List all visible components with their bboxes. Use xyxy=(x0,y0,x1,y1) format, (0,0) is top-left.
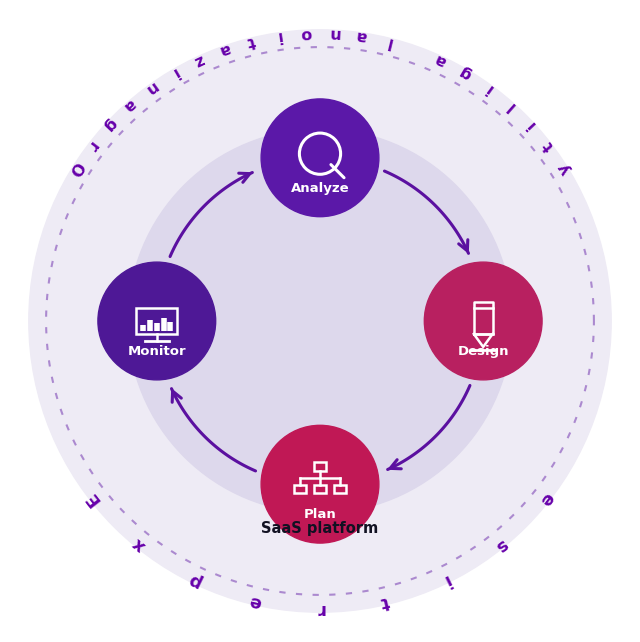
Text: x: x xyxy=(129,534,148,555)
Text: e: e xyxy=(536,488,557,508)
Circle shape xyxy=(98,262,216,380)
Text: o: o xyxy=(300,26,312,41)
Circle shape xyxy=(261,99,379,217)
Text: i: i xyxy=(483,80,495,96)
Text: Monitor: Monitor xyxy=(127,345,186,358)
Text: t: t xyxy=(246,33,257,49)
Text: n: n xyxy=(142,78,160,97)
Text: O: O xyxy=(66,159,86,178)
Text: Design: Design xyxy=(458,345,509,358)
Text: l: l xyxy=(504,98,518,112)
Text: l: l xyxy=(384,33,393,49)
Text: g: g xyxy=(457,63,474,82)
Circle shape xyxy=(128,129,512,513)
Text: i: i xyxy=(275,28,282,44)
Text: a: a xyxy=(217,40,232,58)
Circle shape xyxy=(29,30,611,612)
Circle shape xyxy=(261,425,379,543)
Text: n: n xyxy=(328,26,340,41)
Text: r: r xyxy=(83,138,100,153)
Text: y: y xyxy=(555,160,573,177)
Text: g: g xyxy=(100,115,119,134)
Text: i: i xyxy=(523,117,538,132)
Text: SaaS platform: SaaS platform xyxy=(261,521,379,535)
Text: a: a xyxy=(355,28,368,44)
Text: e: e xyxy=(248,591,263,612)
Text: E: E xyxy=(83,488,104,508)
Text: p: p xyxy=(184,569,204,591)
Text: t: t xyxy=(379,592,391,611)
Text: t: t xyxy=(540,138,557,153)
Circle shape xyxy=(424,262,542,380)
Text: i: i xyxy=(440,571,453,589)
Text: r: r xyxy=(316,600,324,618)
Text: Plan: Plan xyxy=(303,508,337,521)
Text: s: s xyxy=(492,535,511,555)
Text: Analyze: Analyze xyxy=(291,182,349,195)
Text: i: i xyxy=(168,65,180,80)
Text: a: a xyxy=(433,51,449,69)
Text: a: a xyxy=(120,96,138,114)
Text: z: z xyxy=(191,51,206,69)
